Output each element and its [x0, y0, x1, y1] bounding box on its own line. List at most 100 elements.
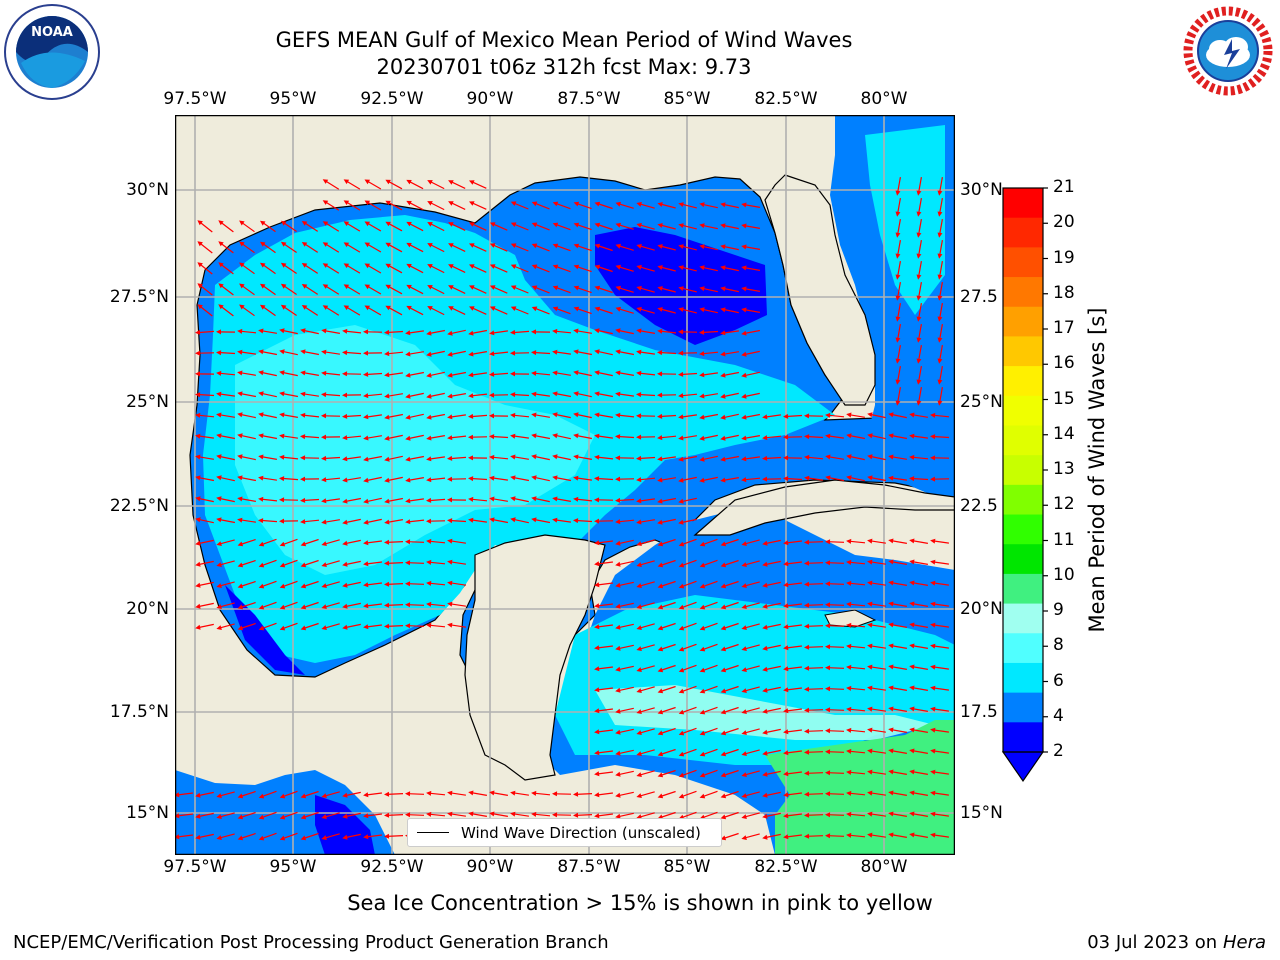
wind-wave-arrow	[429, 285, 445, 295]
wind-wave-arrowhead	[720, 414, 726, 420]
wind-wave-arrowhead	[783, 603, 789, 609]
wind-wave-arrow	[239, 476, 257, 482]
wind-wave-arrow	[596, 477, 614, 481]
wind-wave-arrow	[283, 264, 297, 274]
wind-wave-arrowhead	[678, 307, 684, 312]
wind-wave-arrowhead	[699, 307, 705, 313]
wind-wave-arrow	[723, 308, 739, 314]
wind-wave-arrowhead	[447, 393, 453, 399]
wind-wave-arrowhead	[909, 685, 915, 691]
wind-wave-arrow	[681, 601, 697, 609]
wind-wave-arrowhead	[321, 583, 327, 588]
wind-wave-arrow	[827, 625, 845, 627]
wind-wave-arrow	[408, 351, 424, 355]
wind-wave-arrowhead	[657, 541, 664, 547]
wind-wave-arrow	[555, 202, 571, 210]
wind-wave-arrow	[366, 834, 382, 838]
wind-wave-arrowhead	[930, 538, 936, 544]
wind-wave-arrow	[723, 685, 739, 693]
wind-wave-arrow	[702, 811, 718, 819]
wind-wave-arrowhead	[888, 433, 894, 439]
wind-wave-arrowhead	[720, 244, 726, 250]
wind-wave-arrow	[198, 623, 214, 629]
wind-wave-arrow	[470, 477, 488, 481]
wind-wave-arrowhead	[762, 603, 768, 609]
colorbar-tick-label: 15	[1053, 388, 1075, 409]
wind-wave-arrow	[597, 666, 613, 670]
wind-wave-arrow	[282, 790, 298, 798]
wind-wave-arrow	[681, 748, 697, 756]
wind-wave-arrow	[386, 562, 404, 564]
wind-wave-arrow	[765, 833, 781, 839]
wind-wave-arrowhead	[615, 708, 621, 714]
wind-wave-arrowhead	[510, 306, 517, 311]
wind-wave-arrow	[387, 180, 403, 190]
wind-wave-arrowhead	[258, 625, 265, 631]
wind-wave-arrow	[806, 625, 824, 627]
wind-wave-arrow	[743, 267, 761, 271]
wind-wave-arrow	[743, 204, 761, 208]
wind-wave-arrowhead	[195, 603, 201, 609]
wind-wave-arrowhead	[636, 265, 642, 270]
wind-wave-arrowhead	[195, 624, 201, 630]
wind-wave-arrow	[219, 623, 235, 629]
wind-wave-arrowhead	[699, 477, 705, 483]
wind-wave-arrowhead	[363, 498, 369, 504]
wind-wave-arrowhead	[678, 519, 684, 525]
wind-wave-arrowhead	[657, 583, 664, 589]
wind-wave-arrowhead	[447, 559, 453, 565]
wind-wave-arrowhead	[321, 498, 327, 504]
wind-wave-arrow	[261, 538, 277, 546]
wind-wave-arrow	[576, 307, 592, 315]
wind-wave-arrowhead	[531, 350, 537, 356]
wind-wave-arrow	[261, 622, 277, 630]
wind-wave-arrowhead	[384, 602, 390, 608]
wind-wave-arrowhead	[678, 562, 685, 568]
wind-wave-arrow	[681, 811, 697, 819]
wind-wave-arrow	[918, 218, 922, 236]
wind-wave-arrow	[660, 727, 676, 735]
wind-wave-arrowhead	[594, 518, 600, 524]
wind-wave-arrow	[618, 539, 634, 545]
wind-wave-arrowhead	[594, 222, 601, 228]
wind-wave-arrowhead	[699, 562, 706, 568]
wind-wave-arrowhead	[615, 349, 621, 355]
wind-wave-arrow	[639, 644, 655, 650]
wind-wave-arrowhead	[594, 666, 600, 672]
wind-wave-arrowhead	[363, 350, 368, 356]
wind-wave-arrowhead	[405, 519, 411, 525]
wind-wave-arrow	[827, 730, 845, 732]
wind-wave-arrowhead	[909, 748, 915, 754]
wind-wave-arrow	[576, 330, 592, 334]
wind-wave-arrow	[723, 434, 739, 440]
wind-wave-arrowhead	[594, 285, 601, 291]
wind-wave-arrow	[723, 727, 739, 735]
wind-wave-arrowhead	[342, 392, 347, 398]
wind-wave-arrow	[198, 518, 214, 524]
wind-wave-arrowhead	[615, 792, 621, 798]
lon-label: 90°W	[466, 857, 514, 877]
wind-wave-arrowhead	[783, 413, 789, 419]
wind-wave-arrowhead	[279, 454, 285, 460]
wind-wave-arrowhead	[426, 456, 432, 462]
wind-wave-arrow	[639, 245, 655, 251]
lat-label: 27.5°N	[109, 287, 169, 307]
lon-label: 90°W	[466, 89, 514, 109]
wind-wave-arrow	[660, 287, 676, 293]
wind-wave-arrowhead	[197, 220, 203, 226]
wind-wave-arrowhead	[279, 391, 285, 397]
wind-wave-arrowhead	[258, 370, 264, 376]
wind-wave-arrowhead	[909, 811, 915, 817]
wind-wave-arrow	[618, 665, 634, 671]
lon-label: 95°W	[269, 857, 317, 877]
wind-wave-arrow	[220, 284, 234, 296]
wind-wave-arrow	[723, 580, 739, 588]
wind-wave-arrowhead	[197, 262, 203, 268]
wind-wave-arrow	[681, 224, 697, 230]
wind-wave-arrowhead	[615, 412, 621, 418]
wind-wave-arrowhead	[300, 455, 306, 461]
wind-wave-arrowhead	[594, 433, 600, 439]
wind-wave-arrow	[597, 244, 613, 252]
wind-wave-arrowhead	[573, 391, 579, 397]
wind-wave-arrowhead	[405, 539, 411, 545]
